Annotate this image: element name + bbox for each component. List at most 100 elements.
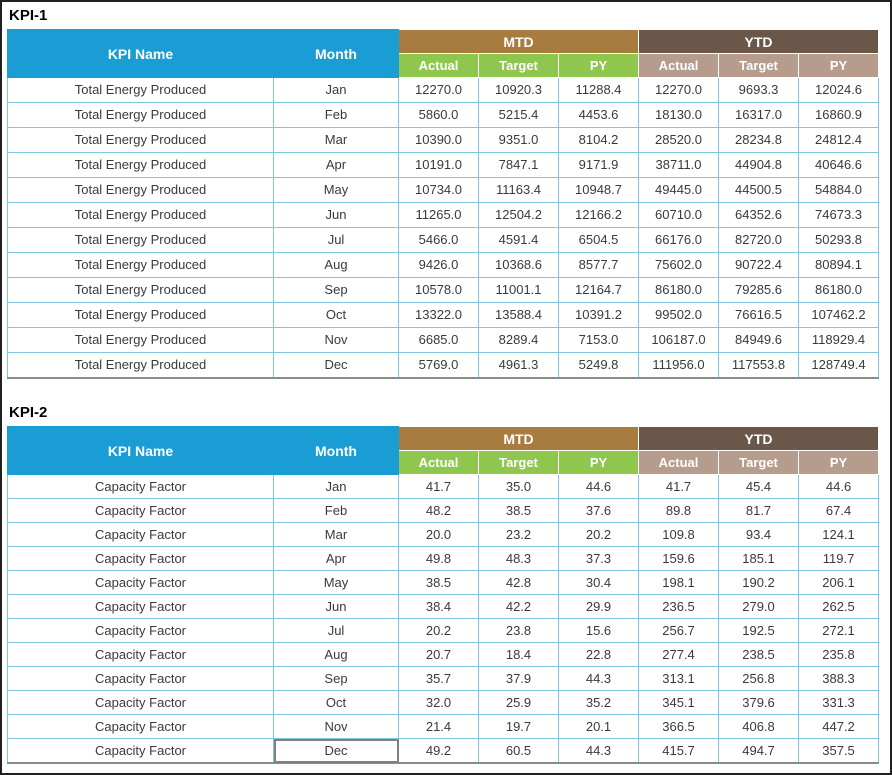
month-cell[interactable]: Sep <box>273 666 399 691</box>
mtd-actual-cell[interactable]: 35.7 <box>398 666 479 691</box>
ytd-actual-cell[interactable]: 38711.0 <box>638 152 720 178</box>
mtd-actual-cell[interactable]: 41.7 <box>398 474 479 499</box>
mtd-actual-cell[interactable]: 11265.0 <box>398 202 479 228</box>
mtd-actual-cell[interactable]: 10191.0 <box>398 152 479 178</box>
mtd-py-cell[interactable]: 5249.8 <box>557 352 640 379</box>
mtd-target-cell[interactable]: 18.4 <box>478 642 559 667</box>
mtd-target-cell[interactable]: 42.8 <box>478 570 559 595</box>
ytd-py-cell[interactable]: 128749.4 <box>798 352 880 379</box>
mtd-py-cell[interactable]: 35.2 <box>557 690 640 715</box>
mtd-target-cell[interactable]: 23.8 <box>478 618 559 643</box>
ytd-actual-cell[interactable]: 60710.0 <box>638 202 720 228</box>
mtd-target-cell[interactable]: 11001.1 <box>478 277 559 303</box>
kpi-name-cell[interactable]: Capacity Factor <box>7 498 274 523</box>
ytd-target-cell[interactable]: 45.4 <box>718 474 800 499</box>
ytd-actual-cell[interactable]: 415.7 <box>638 738 720 764</box>
mtd-actual-cell[interactable]: 5860.0 <box>398 102 479 128</box>
ytd-py-cell[interactable]: 118929.4 <box>798 327 880 353</box>
ytd-py-cell[interactable]: 74673.3 <box>798 202 880 228</box>
ytd-py-cell[interactable]: 40646.6 <box>798 152 880 178</box>
month-cell[interactable]: May <box>273 570 399 595</box>
month-cell[interactable]: May <box>273 177 399 203</box>
month-cell[interactable]: Mar <box>273 127 399 153</box>
month-cell[interactable]: Sep <box>273 277 399 303</box>
mtd-target-cell[interactable]: 23.2 <box>478 522 559 547</box>
mtd-target-cell[interactable]: 7847.1 <box>478 152 559 178</box>
kpi-name-cell[interactable]: Total Energy Produced <box>7 102 274 128</box>
ytd-py-cell[interactable]: 12024.6 <box>798 77 880 103</box>
mtd-py-cell[interactable]: 44.3 <box>557 738 640 764</box>
month-cell[interactable]: Aug <box>273 642 399 667</box>
mtd-py-cell[interactable]: 44.6 <box>557 474 640 499</box>
ytd-target-cell[interactable]: 192.5 <box>718 618 800 643</box>
month-cell[interactable]: Dec <box>273 738 399 764</box>
ytd-py-cell[interactable]: 107462.2 <box>798 302 880 328</box>
mtd-py-cell[interactable]: 30.4 <box>557 570 640 595</box>
month-cell[interactable]: Feb <box>273 102 399 128</box>
ytd-actual-cell[interactable]: 366.5 <box>638 714 720 739</box>
ytd-target-cell[interactable]: 28234.8 <box>718 127 800 153</box>
mtd-py-cell[interactable]: 9171.9 <box>557 152 640 178</box>
mtd-actual-cell[interactable]: 5466.0 <box>398 227 479 253</box>
mtd-actual-cell[interactable]: 20.7 <box>398 642 479 667</box>
mtd-py-cell[interactable]: 15.6 <box>557 618 640 643</box>
mtd-target-cell[interactable]: 42.2 <box>478 594 559 619</box>
ytd-target-cell[interactable]: 494.7 <box>718 738 800 764</box>
mtd-actual-cell[interactable]: 21.4 <box>398 714 479 739</box>
ytd-target-cell[interactable]: 84949.6 <box>718 327 800 353</box>
kpi-name-cell[interactable]: Total Energy Produced <box>7 202 274 228</box>
month-cell[interactable]: Jul <box>273 618 399 643</box>
mtd-target-cell[interactable]: 9351.0 <box>478 127 559 153</box>
month-cell[interactable]: Mar <box>273 522 399 547</box>
kpi-name-cell[interactable]: Total Energy Produced <box>7 252 274 278</box>
ytd-py-cell[interactable]: 44.6 <box>798 474 880 499</box>
mtd-target-cell[interactable]: 48.3 <box>478 546 559 571</box>
mtd-py-cell[interactable]: 10391.2 <box>557 302 640 328</box>
mtd-target-cell[interactable]: 11163.4 <box>478 177 559 203</box>
ytd-target-cell[interactable]: 190.2 <box>718 570 800 595</box>
ytd-py-cell[interactable]: 262.5 <box>798 594 880 619</box>
ytd-target-cell[interactable]: 279.0 <box>718 594 800 619</box>
kpi-name-cell[interactable]: Total Energy Produced <box>7 277 274 303</box>
ytd-py-cell[interactable]: 54884.0 <box>798 177 880 203</box>
kpi-name-cell[interactable]: Capacity Factor <box>7 666 274 691</box>
month-cell[interactable]: Jan <box>273 77 399 103</box>
month-cell[interactable]: Nov <box>273 327 399 353</box>
ytd-actual-cell[interactable]: 111956.0 <box>638 352 720 379</box>
ytd-target-cell[interactable]: 90722.4 <box>718 252 800 278</box>
mtd-actual-cell[interactable]: 9426.0 <box>398 252 479 278</box>
mtd-py-cell[interactable]: 29.9 <box>557 594 640 619</box>
mtd-actual-cell[interactable]: 49.2 <box>398 738 479 764</box>
ytd-py-cell[interactable]: 272.1 <box>798 618 880 643</box>
ytd-target-cell[interactable]: 9693.3 <box>718 77 800 103</box>
ytd-py-cell[interactable]: 206.1 <box>798 570 880 595</box>
mtd-py-cell[interactable]: 7153.0 <box>557 327 640 353</box>
ytd-target-cell[interactable]: 64352.6 <box>718 202 800 228</box>
ytd-target-cell[interactable]: 117553.8 <box>718 352 800 379</box>
kpi-name-cell[interactable]: Total Energy Produced <box>7 127 274 153</box>
mtd-target-cell[interactable]: 60.5 <box>478 738 559 764</box>
mtd-py-cell[interactable]: 12166.2 <box>557 202 640 228</box>
mtd-target-cell[interactable]: 4961.3 <box>478 352 559 379</box>
mtd-py-cell[interactable]: 6504.5 <box>557 227 640 253</box>
kpi-name-cell[interactable]: Capacity Factor <box>7 642 274 667</box>
ytd-py-cell[interactable]: 235.8 <box>798 642 880 667</box>
kpi-name-cell[interactable]: Total Energy Produced <box>7 227 274 253</box>
ytd-target-cell[interactable]: 82720.0 <box>718 227 800 253</box>
mtd-py-cell[interactable]: 8104.2 <box>557 127 640 153</box>
month-cell[interactable]: Jun <box>273 594 399 619</box>
ytd-actual-cell[interactable]: 159.6 <box>638 546 720 571</box>
month-cell[interactable]: Apr <box>273 152 399 178</box>
mtd-target-cell[interactable]: 5215.4 <box>478 102 559 128</box>
mtd-actual-cell[interactable]: 38.4 <box>398 594 479 619</box>
ytd-target-cell[interactable]: 16317.0 <box>718 102 800 128</box>
ytd-py-cell[interactable]: 124.1 <box>798 522 880 547</box>
ytd-target-cell[interactable]: 256.8 <box>718 666 800 691</box>
ytd-py-cell[interactable]: 119.7 <box>798 546 880 571</box>
mtd-actual-cell[interactable]: 48.2 <box>398 498 479 523</box>
mtd-target-cell[interactable]: 12504.2 <box>478 202 559 228</box>
mtd-py-cell[interactable]: 10948.7 <box>557 177 640 203</box>
mtd-py-cell[interactable]: 20.2 <box>557 522 640 547</box>
ytd-actual-cell[interactable]: 28520.0 <box>638 127 720 153</box>
mtd-actual-cell[interactable]: 10734.0 <box>398 177 479 203</box>
